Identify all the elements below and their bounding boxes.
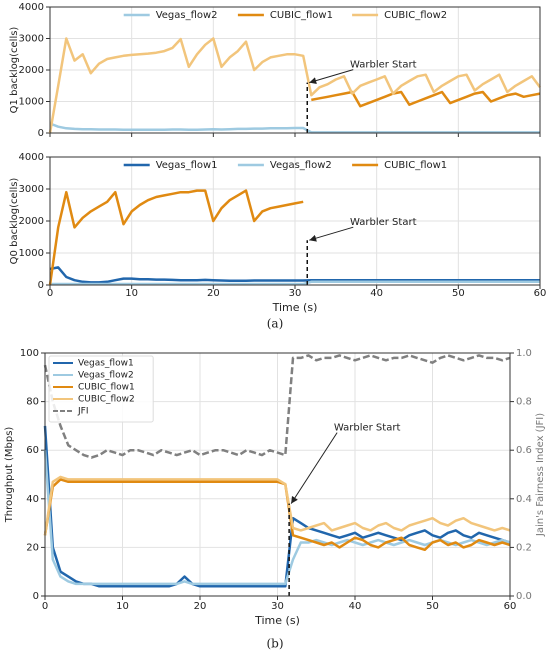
panel-label: (b) [266, 637, 283, 651]
y2-tick-label: 0.4 [516, 494, 532, 505]
x-tick-label: 30 [289, 288, 302, 299]
annotation-arrow [309, 69, 354, 84]
series-line [49, 266, 540, 284]
x-tick-label: 40 [349, 601, 362, 612]
legend-label: CUBIC_flow2 [78, 395, 135, 405]
x-axis-label: Time (s) [272, 301, 318, 314]
plot-frame [49, 156, 541, 286]
y-tick-label: 0 [38, 128, 44, 139]
annotation-arrow [309, 226, 354, 242]
y-tick-label: 1000 [19, 248, 44, 259]
legend: Vegas_flow2 CUBIC_flow1 CUBIC_flow2 [123, 10, 447, 21]
legend: Vegas_flow1 Vegas_flow2 CUBIC_flow1 [123, 160, 447, 171]
y-axis-label: Q0 backlog(cells) [9, 178, 20, 265]
legend-label: JFI [77, 407, 89, 417]
x-tick-label: 50 [452, 288, 465, 299]
series-line [49, 122, 540, 134]
panel-label: (a) [267, 317, 284, 331]
legend-label: Vegas_flow2 [78, 371, 134, 381]
legend-label: Vegas_flow2 [270, 160, 332, 171]
legend-label: CUBIC_flow1 [78, 383, 135, 393]
legend-label: CUBIC_flow1 [384, 160, 447, 171]
x-tick-label: 10 [116, 601, 129, 612]
y-tick-label: 3000 [19, 34, 44, 45]
annotation-text: Warbler Start [350, 60, 417, 71]
y-axis-label: Q1 backlog(cells) [9, 27, 20, 114]
y2-tick-label: 0.2 [516, 542, 532, 553]
x-tick-label: 30 [271, 601, 284, 612]
x-tick-label: 50 [426, 601, 439, 612]
legend-label: Vegas_flow1 [156, 160, 218, 171]
series-line [43, 475, 511, 536]
y-tick-label: 100 [20, 348, 39, 359]
series-line [48, 37, 542, 134]
x-tick-label: 60 [504, 601, 517, 612]
y-tick-label: 20 [26, 542, 39, 553]
y2-tick-label: 1.0 [516, 348, 532, 359]
x-tick-label: 20 [207, 288, 220, 299]
plot-frame [49, 6, 541, 134]
x-tick-label: 40 [370, 288, 383, 299]
y-tick-label: 4000 [19, 2, 44, 13]
y-axis-label: Throughput (Mbps) [4, 427, 15, 524]
series-line [43, 425, 511, 588]
x-tick-label: 0 [47, 288, 53, 299]
y-tick-label: 0 [33, 591, 39, 602]
y-tick-label: 60 [26, 445, 39, 456]
legend-label: Vegas_flow2 [156, 10, 218, 21]
y-tick-label: 4000 [19, 152, 44, 163]
x-tick-label: 0 [42, 601, 48, 612]
y-tick-label: 2000 [19, 65, 44, 76]
x-tick-label: 10 [125, 288, 138, 299]
y-tick-label: 80 [26, 397, 39, 408]
legend-label: Vegas_flow1 [78, 359, 134, 369]
annotation-text: Warbler Start [334, 423, 401, 434]
y-tick-label: 0 [38, 280, 44, 291]
series-line [43, 354, 511, 459]
y2-axis-label: Jain's Fairness Index (JFI) [535, 413, 546, 537]
series-line [43, 478, 511, 552]
legend: Vegas_flow1 Vegas_flow2 CUBIC_flow1 CUBIC_f… [48, 355, 154, 423]
annotation-text: Warbler Start [350, 217, 417, 228]
y-tick-label: 3000 [19, 184, 44, 195]
x-tick-label: 20 [194, 601, 207, 612]
y2-tick-label: 0.6 [516, 445, 532, 456]
series-line [48, 189, 304, 286]
y2-tick-label: 0.0 [516, 591, 532, 602]
y-tick-label: 2000 [19, 216, 44, 227]
legend-box [48, 355, 154, 423]
y-tick-label: 40 [26, 494, 39, 505]
plot-frame [44, 352, 511, 597]
series-line [50, 280, 540, 286]
legend-label: CUBIC_flow1 [270, 10, 333, 21]
annotation-arrow [290, 432, 338, 504]
x-tick-label: 60 [534, 288, 547, 299]
legend-label: CUBIC_flow2 [384, 10, 447, 21]
series-line [311, 90, 541, 108]
x-axis-label: Time (s) [254, 614, 300, 627]
y-tick-label: 1000 [19, 97, 44, 108]
y2-tick-label: 0.8 [516, 397, 532, 408]
